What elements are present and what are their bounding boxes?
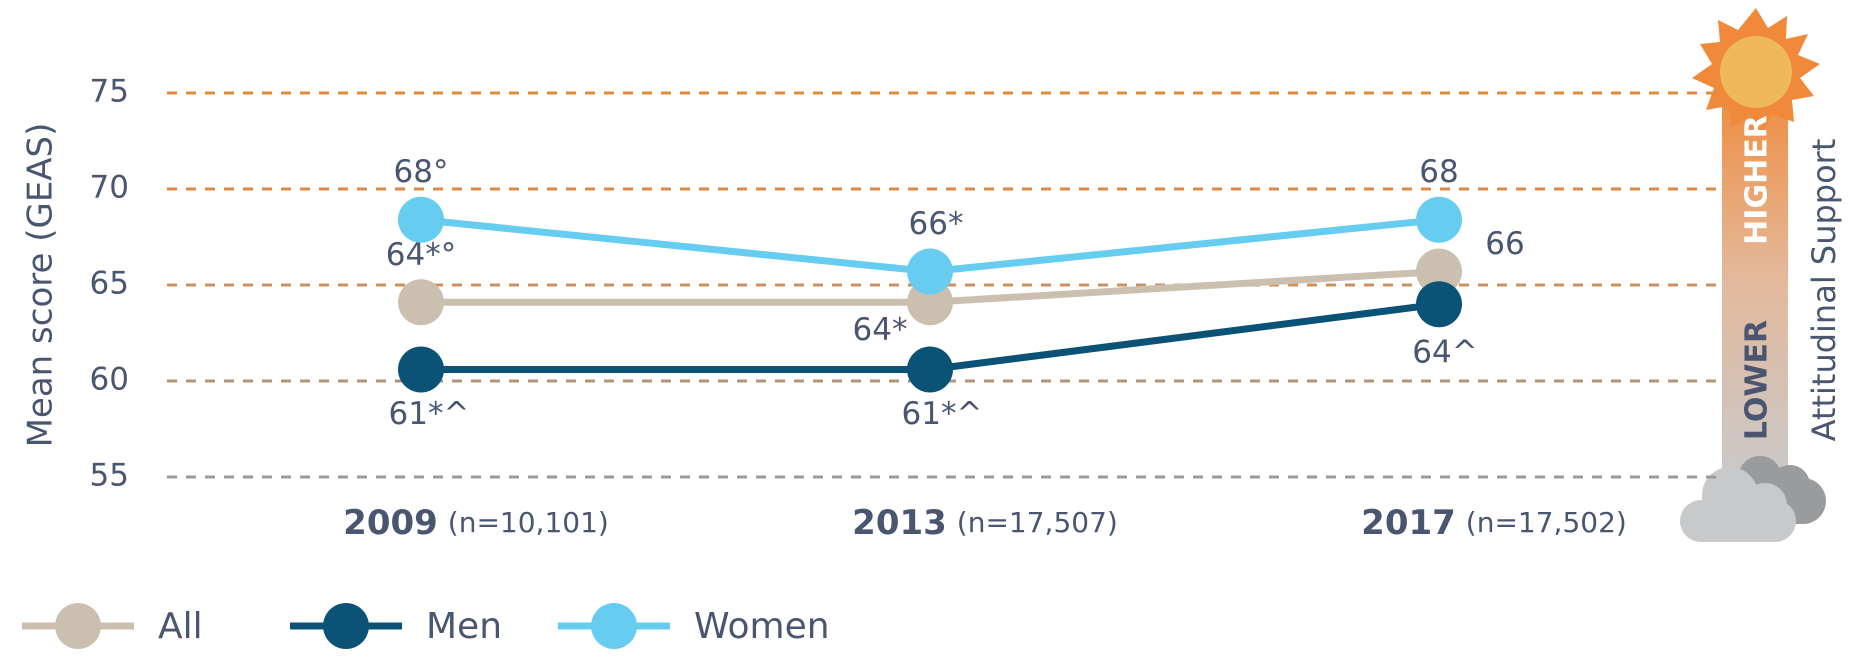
y-tick-label: 55 — [90, 458, 129, 494]
data-point — [907, 346, 953, 393]
data-point — [398, 279, 444, 326]
x-tick-label: 2017 (n=17,502) — [1361, 503, 1627, 543]
data-label: 66* — [909, 206, 964, 242]
legend-label: Men — [426, 606, 502, 647]
legend-label: Women — [694, 606, 830, 647]
y-axis-title: Mean score (GEAS) — [21, 123, 61, 448]
legend-marker — [55, 603, 101, 649]
scale-axis-title: Attitudinal Support — [1805, 139, 1843, 442]
data-label: 68 — [1419, 154, 1458, 190]
sample-size: (n=17,507) — [957, 506, 1118, 539]
scale-low: LOWER — [1740, 320, 1775, 440]
legend-marker — [591, 603, 637, 649]
sun — [1692, 8, 1820, 136]
x-tick-label: 2013 (n=17,507) — [852, 503, 1118, 543]
y-tick-label: 65 — [90, 266, 129, 302]
data-point — [1416, 196, 1462, 243]
attitude-scale: HIGHER LOWER Attitudinal Support — [1680, 8, 1843, 542]
scale-bar — [1722, 80, 1788, 480]
data-label: 66 — [1485, 226, 1524, 262]
y-tick-label: 75 — [90, 74, 129, 110]
sample-size: (n=10,101) — [448, 506, 609, 539]
category: 2017 — [1361, 503, 1456, 543]
scale-high: HIGHER — [1740, 115, 1775, 245]
legend-label: All — [158, 606, 203, 647]
data-label: 64* — [853, 312, 908, 348]
category: 2009 — [343, 503, 438, 543]
data-point — [1416, 248, 1462, 295]
data-label: 61*^ — [902, 396, 983, 432]
data-label: 64*° — [386, 237, 456, 273]
data-point — [1416, 281, 1462, 328]
sample-size: (n=17,502) — [1466, 506, 1627, 539]
data-label: 64^ — [1412, 335, 1477, 371]
category: 2013 — [852, 503, 947, 543]
y-tick-label: 70 — [90, 170, 129, 206]
data-point — [398, 346, 444, 393]
data-point — [398, 196, 444, 243]
data-point — [907, 248, 953, 295]
legend-marker — [323, 603, 369, 649]
data-label: 68° — [394, 154, 449, 190]
cloud — [1680, 456, 1826, 542]
x-tick-label: 2009 (n=10,101) — [343, 503, 609, 543]
y-tick-label: 60 — [90, 362, 129, 398]
data-label: 61*^ — [389, 396, 470, 432]
